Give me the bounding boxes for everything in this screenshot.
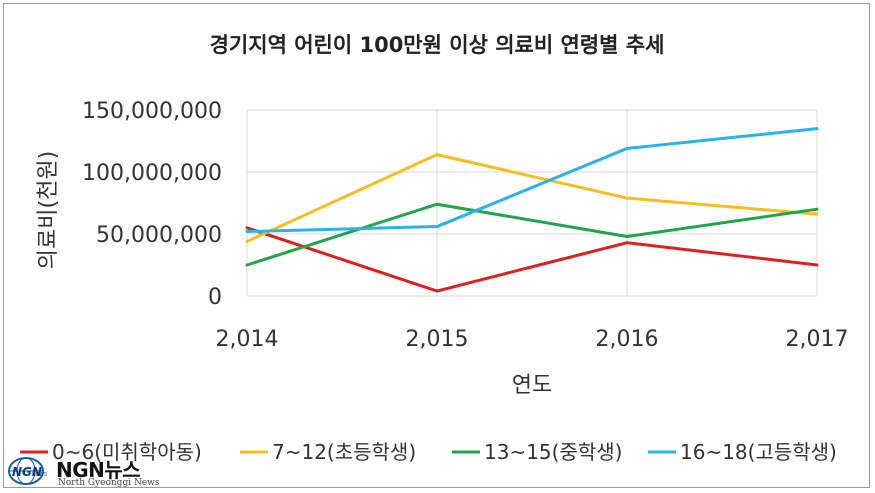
legend-label: 7~12(초등학생) — [272, 440, 416, 464]
legend-label: 16~18(고등학생) — [680, 440, 837, 464]
x-axis-label: 연도 — [512, 373, 552, 398]
x-tick-label: 2,014 — [216, 327, 279, 352]
watermark-brand: NGN뉴스 — [56, 458, 141, 482]
series-line-2 — [245, 202, 819, 267]
logo-text: NGN — [12, 465, 42, 479]
y-tick-label: 100,000,000 — [82, 161, 222, 186]
x-tick-label: 2,017 — [786, 327, 849, 352]
ngn-logo-icon: NGN NEWS — [8, 457, 47, 485]
x-tick-label: 2,016 — [596, 327, 659, 352]
y-tick-label: 50,000,000 — [96, 223, 222, 248]
legend: 0~6(미취학아동) 7~12(초등학생) 13~15(중학생) 16~18(고등학생… — [20, 440, 837, 464]
logo-sub: NEWS — [32, 472, 47, 478]
series-line-1 — [245, 153, 819, 243]
legend-label: 0~6(미취학아동) — [52, 440, 202, 464]
series-line-0 — [245, 226, 819, 293]
y-axis-ticks: 0 50,000,000 100,000,000 150,000,000 — [82, 99, 222, 310]
y-axis-label: 의료비(천원) — [36, 151, 61, 269]
y-tick-label: 150,000,000 — [82, 99, 222, 124]
x-axis-ticks: 2,014 2,015 2,016 2,017 — [216, 327, 849, 352]
x-tick-label: 2,015 — [406, 327, 469, 352]
chart-title: 경기지역 어린이 100만원 이상 의료비 연령별 추세 — [210, 33, 665, 57]
watermark: NGN NEWS NGN뉴스 North Gyeonggi News — [4, 452, 174, 490]
series-lines — [245, 127, 819, 293]
y-tick-label: 0 — [208, 285, 222, 310]
watermark-subtitle: North Gyeonggi News — [58, 478, 160, 488]
legend-label: 13~15(중학생) — [484, 440, 622, 464]
series-line-3 — [245, 127, 819, 234]
